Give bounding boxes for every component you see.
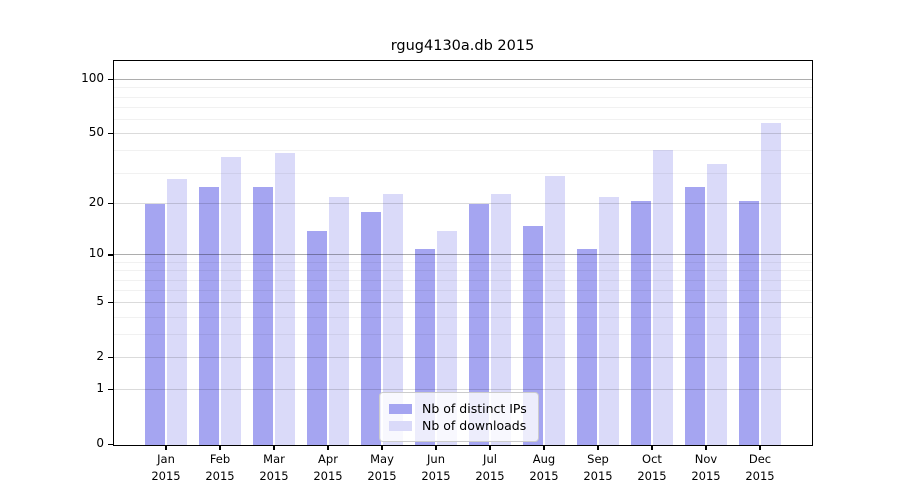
bar-downloads-jul — [490, 193, 511, 445]
gridline-8 — [114, 270, 812, 272]
y-tick-label-20: 20 — [88, 195, 104, 210]
y-tick-label-1: 1 — [96, 381, 104, 396]
gridline-60 — [114, 119, 812, 120]
gridline-6 — [114, 290, 812, 292]
legend-row: Nb of distinct IPs — [389, 401, 527, 416]
y-tick-mark — [108, 203, 113, 205]
y-tick-mark — [108, 444, 113, 446]
legend-swatch-distinct-ips — [389, 403, 412, 414]
x-tick-mark — [489, 446, 491, 450]
legend-row: Nb of downloads — [389, 418, 527, 433]
gridline-50 — [114, 133, 812, 135]
gridline-100 — [114, 79, 812, 81]
y-tick-label-50: 50 — [88, 125, 104, 140]
legend-swatch-downloads — [389, 420, 412, 431]
y-tick-mark — [108, 79, 113, 81]
legend-label-downloads: Nb of downloads — [422, 418, 527, 433]
bar-downloads-jun — [436, 230, 457, 445]
bar-distinct-ips-jul — [468, 204, 489, 445]
x-tick-mark — [705, 446, 707, 450]
bar-distinct-ips-dec — [738, 200, 759, 445]
gridline-90 — [114, 87, 812, 89]
y-tick-mark — [108, 302, 113, 304]
x-tick-label-jun: Jun 2015 — [421, 452, 451, 483]
gridline-4 — [114, 316, 812, 318]
bar-downloads-sep — [598, 197, 619, 445]
gridline-7 — [114, 279, 812, 281]
bar-distinct-ips-jan — [144, 204, 165, 445]
gridline-2 — [114, 357, 812, 359]
bar-distinct-ips-mar — [252, 187, 273, 445]
y-tick-mark — [108, 133, 113, 135]
x-tick-mark — [381, 446, 383, 450]
x-tick-label-sep: Sep 2015 — [583, 452, 613, 483]
x-tick-mark — [597, 446, 599, 450]
y-tick-mark — [108, 389, 113, 391]
bar-downloads-dec — [760, 122, 781, 445]
bar-distinct-ips-may — [360, 212, 381, 445]
bar-distinct-ips-aug — [522, 225, 543, 445]
y-tick-mark — [108, 254, 113, 256]
x-tick-mark — [435, 446, 437, 450]
x-tick-label-aug: Aug 2015 — [529, 452, 559, 483]
gridline-20 — [114, 203, 812, 205]
gridline-80 — [114, 96, 812, 98]
bar-distinct-ips-oct — [630, 200, 651, 445]
legend: Nb of distinct IPs Nb of downloads — [379, 392, 539, 442]
x-tick-mark — [543, 446, 545, 450]
bar-distinct-ips-nov — [684, 187, 705, 445]
x-tick-label-oct: Oct 2015 — [637, 452, 667, 483]
x-tick-label-may: May 2015 — [367, 452, 397, 483]
x-tick-mark — [165, 446, 167, 450]
gridline-40 — [114, 150, 812, 152]
x-tick-label-jul: Jul 2015 — [475, 452, 505, 483]
x-tick-mark — [759, 446, 761, 450]
x-tick-label-mar: Mar 2015 — [259, 452, 289, 483]
bar-distinct-ips-feb — [198, 187, 219, 445]
plot-inner — [114, 61, 812, 445]
bar-downloads-may — [382, 193, 403, 445]
bar-downloads-jan — [166, 178, 187, 445]
gridline-9 — [114, 261, 812, 263]
gridline-3 — [114, 334, 812, 336]
y-tick-label-0: 0 — [96, 436, 104, 450]
y-tick-label-10: 10 — [88, 246, 104, 261]
gridline-70 — [114, 107, 812, 108]
bar-downloads-feb — [220, 157, 241, 445]
gridline-1 — [114, 389, 812, 391]
chart-title: rgug4130a.db 2015 — [390, 38, 535, 54]
y-tick-mark — [108, 357, 113, 359]
bar-downloads-oct — [652, 149, 673, 445]
x-tick-label-feb: Feb 2015 — [205, 452, 235, 483]
bar-distinct-ips-sep — [576, 248, 597, 445]
plot-area — [113, 60, 813, 446]
x-tick-label-jan: Jan 2015 — [151, 452, 181, 483]
bar-downloads-aug — [544, 176, 565, 445]
gridline-5 — [114, 302, 812, 304]
bar-downloads-nov — [706, 163, 727, 445]
x-tick-label-nov: Nov 2015 — [691, 452, 721, 483]
x-tick-label-dec: Dec 2015 — [745, 452, 775, 483]
gridline-10 — [114, 254, 812, 256]
legend-label-distinct-ips: Nb of distinct IPs — [422, 401, 527, 416]
y-tick-label-2: 2 — [96, 349, 104, 364]
x-tick-mark — [651, 446, 653, 450]
x-tick-mark — [219, 446, 221, 450]
x-tick-label-apr: Apr 2015 — [313, 452, 343, 483]
gridline-30 — [114, 172, 812, 174]
bar-downloads-mar — [274, 153, 295, 445]
bar-distinct-ips-apr — [306, 230, 327, 445]
y-tick-label-100: 100 — [81, 71, 104, 86]
bar-downloads-apr — [328, 197, 349, 445]
x-tick-mark — [327, 446, 329, 450]
x-tick-mark — [273, 446, 275, 450]
y-tick-label-5: 5 — [96, 294, 104, 309]
